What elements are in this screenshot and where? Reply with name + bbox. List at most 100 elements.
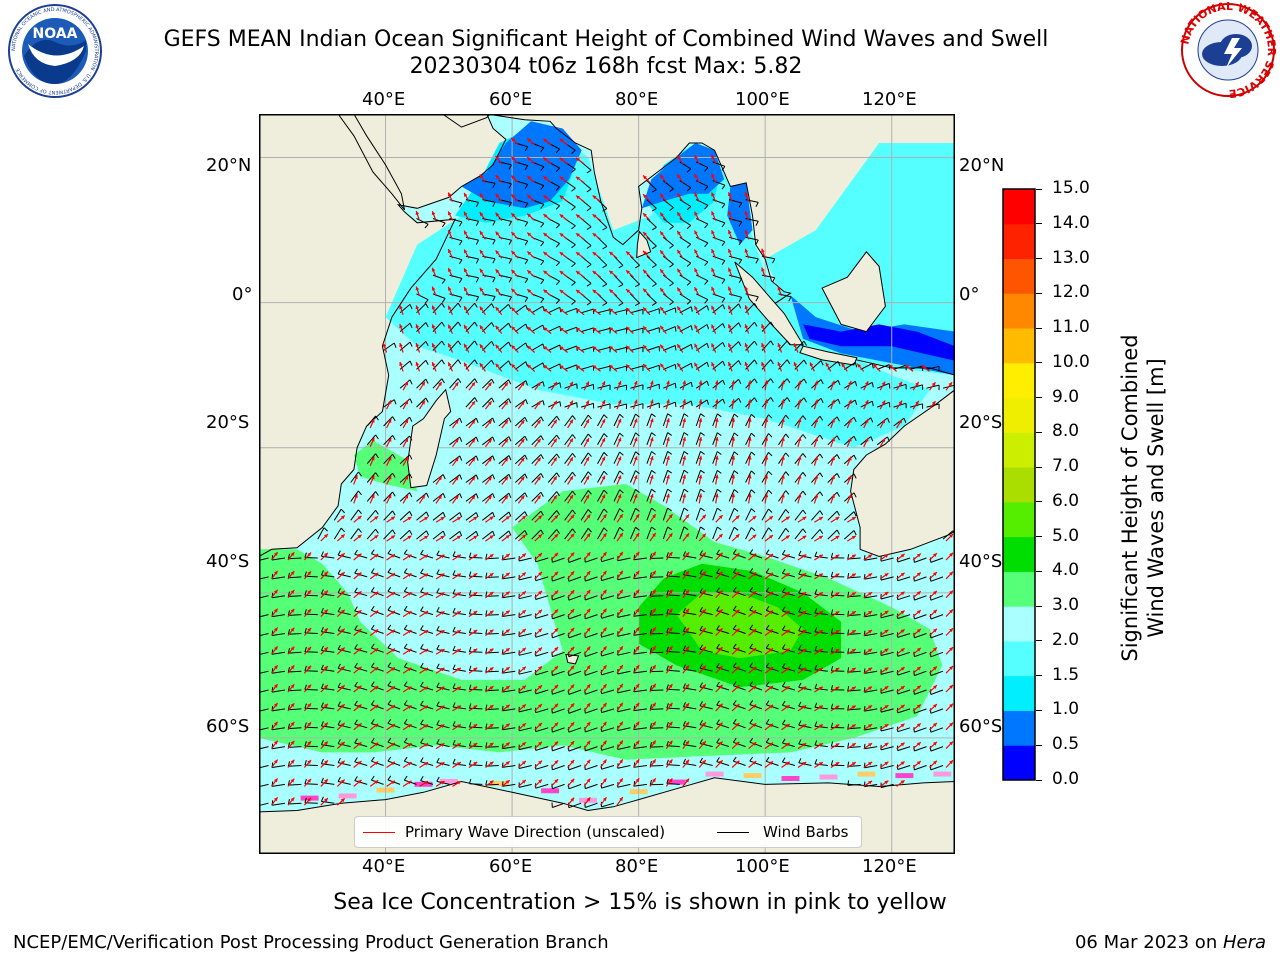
wind-barb-staff [699,573,713,578]
wave-arrow-head [505,610,510,615]
wind-barb-flag [287,742,290,748]
wind-barb-flag [540,491,544,497]
wind-barb-flag [635,489,640,493]
wind-barb-staff [728,470,735,483]
wind-barb-staff [601,614,615,619]
wind-barb-staff [580,365,594,370]
wind-barb-flag [651,451,656,455]
wind-barb-flag [755,258,759,264]
wave-arrow-head [781,474,785,479]
wind-barb-flag [814,551,818,557]
wind-barb-flag [682,645,686,651]
wave-arrow-head [387,419,392,423]
wave-arrow-head [781,493,785,498]
wave-arrow-head [489,573,494,577]
wind-barb-staff [514,530,526,540]
wind-barb-staff [531,362,544,370]
wave-arrow-head [694,343,698,348]
wind-barb-flag [649,779,652,785]
wind-barb-flag [571,244,576,249]
wave-arrow-head [537,476,541,481]
wind-barb-flag [749,549,754,554]
wave-arrow-head [731,437,736,441]
wave-arrow-head [511,213,516,218]
wind-barb-flag [699,720,703,725]
wave-arrow-head [814,399,819,404]
wind-barb-staff [646,402,660,408]
wave-arrow-head [399,324,403,329]
wind-barb-staff [515,323,527,333]
wave-arrow-head [660,193,664,198]
wind-barb-flag [651,189,657,193]
wind-barb-flag [836,473,840,479]
wind-barb-flag [667,469,672,474]
wind-barb-flag [452,607,456,613]
wind-barb-staff [766,760,779,766]
wind-barb-flag [738,303,742,309]
wind-barb-staff [449,493,461,502]
wind-barb-flag [749,605,754,611]
colorbar-cell [1003,293,1035,329]
wind-barb-flag [749,624,754,630]
wind-barb-staff [679,432,685,445]
wind-barb-staff [613,451,621,464]
wind-barb-staff [469,745,483,748]
wind-barb-staff [531,510,542,521]
wave-arrow-head [569,381,573,386]
wind-barb-staff [272,727,285,731]
wind-barb-flag [669,282,674,287]
wave-arrow-head [666,380,670,385]
wind-barb-flag [765,568,770,573]
wind-barb-staff [633,576,647,580]
wind-barb-staff [811,529,821,540]
wave-arrow-head [617,418,622,423]
wind-barb-staff [914,576,927,582]
wave-arrow-head [471,495,475,500]
colorbar-cell [1003,710,1035,746]
wave-arrow-head [522,591,526,595]
wind-barb-flag [425,303,429,309]
wave-arrow-head [602,514,607,519]
wave-arrow-head [273,552,278,556]
wind-barb-flag [304,684,307,690]
wind-barb-staff [914,557,927,563]
wave-arrow-head [702,571,706,576]
wind-barb-flag [442,474,446,480]
wind-barb-staff [601,595,615,600]
wind-barb-staff [547,491,558,502]
wave-arrow-head [448,343,452,348]
wind-barb-staff [811,510,821,521]
wind-barb-staff [399,529,410,540]
wind-barb-staff [827,529,838,540]
wind-barb-flag [441,298,446,303]
wind-barb-staff [337,743,351,748]
wave-arrow-head [831,380,835,385]
wind-barb-flag [700,526,705,531]
wind-barb-staff [399,416,410,427]
wind-barb-flag [700,469,705,474]
colorbar-tick-label: 6.0 [1052,490,1080,511]
wind-barb-staff [288,557,302,560]
wind-barb-flag [387,568,392,573]
wind-barb-flag [802,490,807,496]
coastlines [259,114,955,813]
wind-barb-flag [542,381,545,387]
wave-arrow-head [764,399,769,404]
wind-barb-staff [465,530,477,540]
wind-barb-staff [930,614,944,620]
wind-barb-staff [259,651,269,656]
wind-barb-staff [371,591,384,597]
wind-barb-staff [531,473,542,483]
wave-arrow-head [916,572,921,577]
wave-arrow-head [479,344,484,349]
wind-barb-staff [662,413,669,427]
wind-barb-staff [515,399,527,408]
wind-barb-flag [304,571,307,577]
sea-ice-patch [933,771,952,777]
wind-barb-staff [568,595,582,601]
wind-barb-flag [425,341,429,347]
wave-arrow-head [340,591,345,595]
wind-barb-flag [819,434,824,440]
wind-barb-staff [749,666,763,672]
wind-barb-staff [535,670,549,676]
